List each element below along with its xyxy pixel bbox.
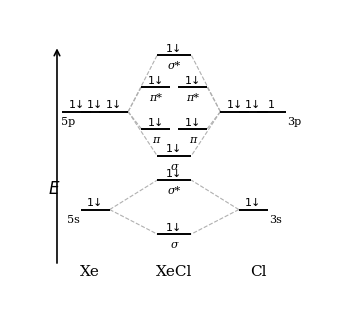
Text: σ*: σ* xyxy=(168,61,181,72)
Text: π*: π* xyxy=(149,93,162,103)
Text: σ: σ xyxy=(170,162,178,172)
Text: XeCl: XeCl xyxy=(156,265,192,279)
Text: π: π xyxy=(189,135,197,145)
Text: 1↓: 1↓ xyxy=(69,100,85,110)
Text: 3s: 3s xyxy=(269,215,282,225)
Text: π*: π* xyxy=(186,93,199,103)
Text: Xe: Xe xyxy=(80,265,100,279)
Text: π: π xyxy=(152,135,159,145)
Text: 1↓: 1↓ xyxy=(87,198,103,208)
Text: 5s: 5s xyxy=(67,215,79,225)
Text: 1↓: 1↓ xyxy=(245,100,261,110)
Text: σ*: σ* xyxy=(168,186,181,196)
Text: 1: 1 xyxy=(268,100,275,110)
Text: 1↓: 1↓ xyxy=(148,76,164,86)
Text: σ: σ xyxy=(170,240,178,250)
Text: 1↓: 1↓ xyxy=(185,76,201,86)
Text: 1↓: 1↓ xyxy=(166,169,183,179)
Text: 3p: 3p xyxy=(288,117,302,127)
Text: 5p: 5p xyxy=(61,117,75,127)
Text: 1↓: 1↓ xyxy=(105,100,122,110)
Text: 1↓: 1↓ xyxy=(227,100,243,110)
Text: 1↓: 1↓ xyxy=(87,100,103,110)
Text: 1↓: 1↓ xyxy=(148,118,164,128)
Text: 1↓: 1↓ xyxy=(166,44,183,54)
Text: 1↓: 1↓ xyxy=(166,144,183,155)
Text: 1↓: 1↓ xyxy=(185,118,201,128)
Text: 1↓: 1↓ xyxy=(166,223,183,233)
Text: 1↓: 1↓ xyxy=(245,198,261,208)
Text: $E$: $E$ xyxy=(48,182,61,198)
Text: Cl: Cl xyxy=(250,265,267,279)
